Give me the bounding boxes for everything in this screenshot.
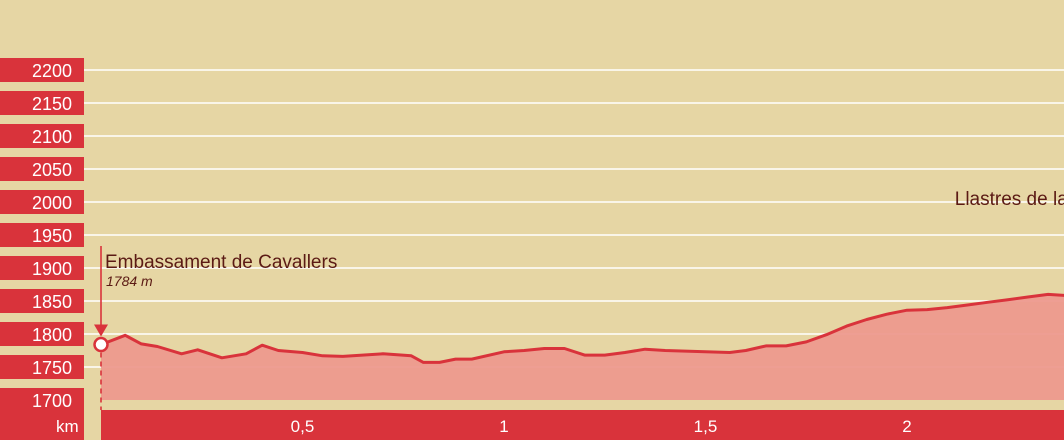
y-tick-box-1750 — [0, 355, 84, 379]
y-tick-label-2150: 2150 — [32, 94, 72, 114]
y-tick-label-1700: 1700 — [32, 391, 72, 411]
waypoint-1-name: Embassament de Cavallers — [105, 252, 337, 273]
y-tick-box-2200 — [0, 58, 84, 82]
x-tick-label-1,5: 1,5 — [694, 417, 718, 436]
y-tick-box-1850 — [0, 289, 84, 313]
waypoint-1-arrow-icon — [94, 324, 108, 337]
gridlines — [0, 69, 1064, 368]
y-tick-box-1800 — [0, 322, 84, 346]
y-tick-box-2000 — [0, 190, 84, 214]
x-axis-unit-box — [0, 410, 84, 440]
y-tick-label-1900: 1900 — [32, 259, 72, 279]
y-tick-label-1750: 1750 — [32, 358, 72, 378]
y-axis: 1700 1750 1800 1850 1900 1950 2000 2050 2100 2150… — [0, 58, 84, 412]
x-axis: km 0,511,522,533,544,5 — [0, 410, 1064, 440]
waypoint-2-name: Llastres de la Morta — [955, 189, 1064, 210]
y-tick-box-1700 — [0, 388, 84, 412]
profile-area — [100, 292, 1064, 400]
x-axis-bar — [101, 410, 1064, 440]
y-tick-label-2000: 2000 — [32, 193, 72, 213]
x-tick-label-1: 1 — [499, 417, 508, 436]
x-tick-label-2: 2 — [902, 417, 911, 436]
y-tick-box-2100 — [0, 124, 84, 148]
y-tick-label-2200: 2200 — [32, 61, 72, 81]
y-tick-label-2050: 2050 — [32, 160, 72, 180]
waypoint-1-marker — [93, 336, 109, 353]
y-tick-label-1950: 1950 — [32, 226, 72, 246]
profile-fill — [101, 294, 1064, 400]
profile-line — [100, 292, 1064, 364]
x-axis-unit-label: km — [56, 417, 79, 436]
y-tick-label-1800: 1800 — [32, 325, 72, 345]
waypoint-1-elevation: 1784 m — [106, 273, 153, 289]
y-tick-box-1950 — [0, 223, 84, 247]
y-tick-box-1900 — [0, 256, 84, 280]
y-tick-label-2100: 2100 — [32, 127, 72, 147]
y-tick-label-1850: 1850 — [32, 292, 72, 312]
x-tick-label-0,5: 0,5 — [291, 417, 315, 436]
y-tick-box-2150 — [0, 91, 84, 115]
y-tick-box-2050 — [0, 157, 84, 181]
